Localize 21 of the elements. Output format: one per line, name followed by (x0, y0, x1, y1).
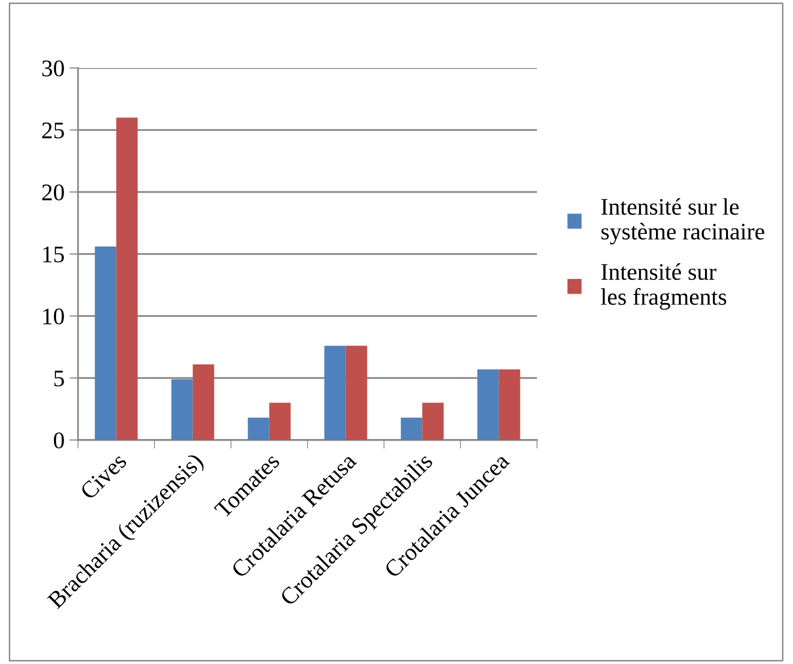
bar (248, 418, 270, 440)
bar (116, 118, 138, 440)
bar (346, 346, 368, 440)
y-tick-label: 0 (54, 432, 64, 448)
legend-label: Intensité sur les fragments (600, 263, 726, 310)
y-tick-label: 10 (43, 308, 64, 324)
y-tick-label: 15 (43, 246, 64, 262)
bar (269, 402, 291, 440)
bar (192, 364, 214, 440)
bar (94, 246, 116, 440)
y-tick-label: 30 (42, 60, 64, 76)
bar (171, 379, 193, 440)
y-tick-label: 25 (42, 122, 64, 138)
bar (498, 369, 520, 440)
bar (422, 402, 444, 440)
bar (400, 418, 422, 440)
bar (477, 369, 499, 440)
legend-label: Intensité sur le système racinaire (601, 198, 764, 244)
bar (324, 346, 346, 440)
y-tick-label: 5 (54, 370, 64, 386)
y-tick-label: 20 (42, 184, 64, 200)
